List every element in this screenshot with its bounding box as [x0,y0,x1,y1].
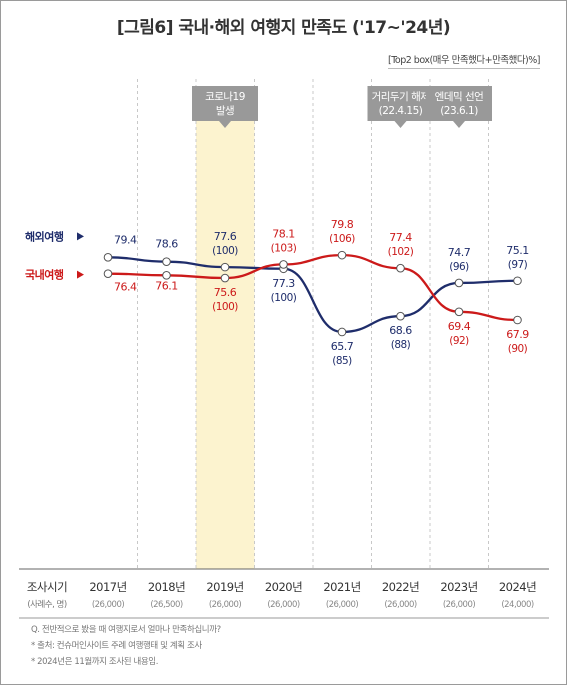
data-label: 76.4 [114,281,137,294]
data-label: 68.6 [389,324,412,337]
data-point [220,273,230,283]
sample-size-label: (26,500) [150,600,183,610]
index-label: (92) [449,335,469,347]
data-point [337,250,347,260]
footnote-question: Q. 전반적으로 봤을 때 여행지로서 얼마나 만족하십니까? [31,625,221,635]
sample-size-label: (26,000) [92,600,125,610]
data-label: 65.7 [331,340,354,353]
footnote-period: * 2024년은 11월까지 조사된 내용임. [31,657,159,667]
legend-arrow-icon [77,232,84,241]
index-label: (85) [332,355,352,367]
legend-label-overseas: 해외여행 [25,229,64,243]
sample-size-label: (24,000) [501,600,534,610]
data-label: 74.7 [448,246,471,259]
data-point [103,253,113,262]
data-label: 77.4 [389,231,412,244]
x-tick-label: 2019년 [206,580,243,594]
series-line-overseas [107,256,518,334]
x-tick-label: 2018년 [148,580,185,594]
data-point [513,276,522,286]
data-point [162,271,171,280]
x-tick-label: 2021년 [323,580,360,594]
index-label: (100) [271,292,297,304]
index-label: (100) [212,245,238,257]
data-point [162,257,171,266]
sample-size-label: (26,000) [267,600,300,610]
annotation-text: 코로나19 [205,91,245,103]
annotation-text: (23.6.1) [440,105,478,117]
sample-size-label: (26,000) [209,600,242,610]
data-point [513,315,522,325]
annotation-text: 엔데믹 선언 [435,91,484,103]
data-label: 79.8 [331,218,354,231]
highlight-band-2019 [196,113,255,569]
index-label: (96) [449,261,469,273]
data-point [279,260,288,269]
x-axis-header: 조사시기 [27,580,67,594]
data-label: 77.6 [214,230,237,243]
sample-size-label: (26,000) [326,600,359,610]
annotation-box [192,86,258,128]
data-point [220,262,230,272]
data-label: 69.4 [448,320,471,333]
data-label: 67.9 [506,328,529,341]
data-label: 78.6 [155,238,178,251]
sample-size-label: (26,000) [384,600,417,610]
annotation-text: (22.4.15) [379,105,423,117]
data-point [454,278,464,288]
data-point [396,311,405,321]
index-label: (106) [329,233,355,245]
x-tick-label: 2024년 [499,580,536,594]
chart-subtitle: [Top2 box(매우 만족했다+만족했다)%] [388,52,541,69]
annotation-box [426,86,492,128]
x-axis-subheader: (사례수, 명) [27,599,67,610]
data-label: 76.1 [155,279,178,292]
annotation-text: 거리두기 해제 [372,90,430,103]
index-label: (97) [508,259,528,271]
chart-title: [그림6] 국내·해외 여행지 만족도 ('17~'24년) [116,18,451,38]
footnotes: Q. 전반적으로 봤을 때 여행지로서 얼마나 만족하십니까? * 출처: 컨슈… [31,622,221,670]
x-tick-label: 2020년 [265,580,302,594]
data-label: 75.1 [506,244,529,257]
x-tick-label: 2017년 [89,580,126,594]
data-point [396,263,405,273]
index-label: (100) [212,301,238,313]
annotation-text: 발생 [216,105,234,117]
data-point [103,269,113,278]
data-point [454,307,464,317]
data-label: 79.4 [114,233,137,246]
legend-label-domestic: 국내여행 [25,268,64,282]
series-line-domestic [107,253,518,322]
index-label: (90) [508,343,528,355]
data-label: 77.3 [272,277,295,290]
x-tick-label: 2023년 [440,580,477,594]
index-label: (88) [391,339,411,351]
x-tick-label: 2022년 [382,580,419,594]
data-point [337,327,347,337]
footnote-source: * 출처: 컨슈머인사이트 주례 여행행태 및 계획 조사 [31,641,202,651]
data-label: 78.1 [272,227,295,240]
sample-size-label: (26,000) [443,600,476,610]
annotation-box [367,86,434,128]
legend-arrow-icon [77,270,84,279]
index-label: (102) [388,246,414,258]
data-label: 75.6 [214,286,237,299]
index-label: (103) [271,242,297,254]
